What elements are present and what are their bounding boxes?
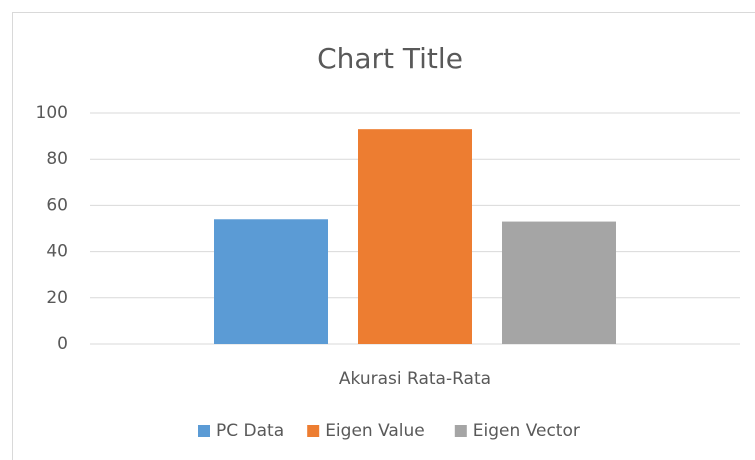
x-tick-label: Akurasi Rata-Rata bbox=[339, 369, 491, 389]
y-tick-label: 40 bbox=[46, 242, 68, 262]
legend-label: PC Data bbox=[216, 421, 284, 441]
legend-swatch bbox=[198, 425, 210, 437]
bar bbox=[502, 221, 616, 344]
bar bbox=[358, 129, 472, 344]
bar bbox=[214, 219, 328, 344]
legend-swatch bbox=[307, 425, 320, 437]
y-tick-label: 0 bbox=[57, 334, 68, 354]
legend-swatch bbox=[454, 425, 467, 437]
chart-title: Chart Title bbox=[317, 42, 463, 75]
y-tick-label: 60 bbox=[46, 195, 68, 215]
y-tick-label: 100 bbox=[36, 103, 68, 123]
y-tick-label: 20 bbox=[46, 288, 68, 308]
legend-label: Eigen Value bbox=[325, 421, 425, 441]
legend-label: Eigen Vector bbox=[473, 421, 580, 441]
y-tick-label: 80 bbox=[46, 149, 68, 169]
